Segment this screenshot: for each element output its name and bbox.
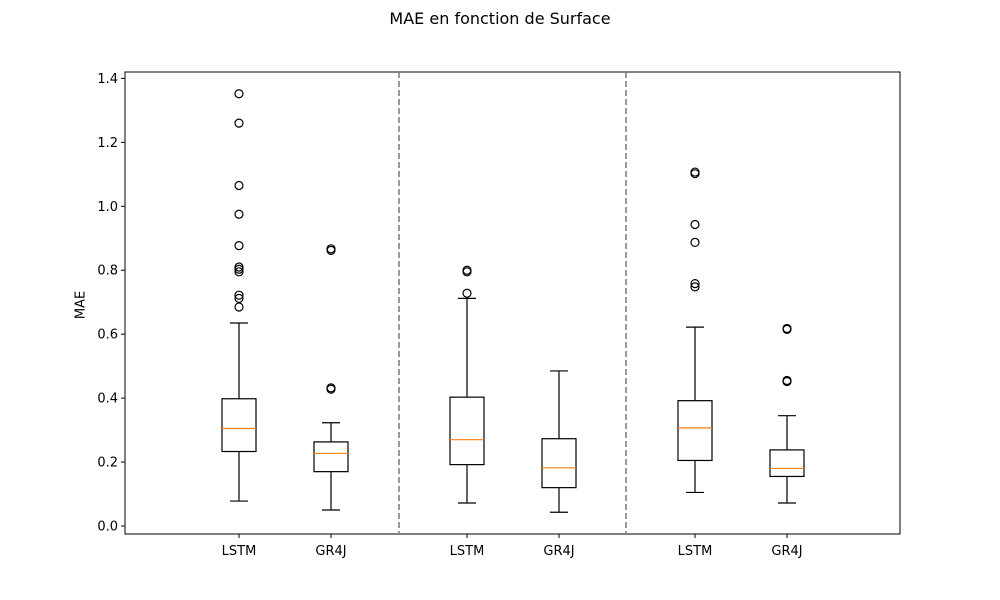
y-tick-label: 0.2: [97, 456, 118, 471]
x-tick-label: LSTM: [678, 544, 713, 559]
y-tick-label: 1.2: [97, 136, 118, 151]
box-lstm: [449, 265, 485, 504]
box-gr4j: [541, 370, 577, 513]
outlier-point: [234, 293, 244, 303]
box-lstm: [221, 89, 257, 502]
box-gr4j: [769, 323, 805, 504]
outlier-point: [462, 288, 472, 298]
outlier-point: [234, 267, 244, 277]
y-tick-label: 0.0: [97, 520, 118, 535]
outlier-point: [234, 241, 244, 251]
iqr-box: [677, 400, 713, 462]
outlier-point: [690, 167, 700, 177]
outlier-point: [234, 89, 244, 99]
outlier-point: [690, 279, 700, 289]
chart-title: MAE en fonction de Surface: [389, 9, 611, 28]
iqr-box: [313, 441, 349, 473]
outlier-point: [782, 375, 792, 386]
outlier-point: [234, 302, 244, 312]
x-tick-label: GR4J: [315, 544, 346, 559]
y-tick-label: 0.4: [97, 392, 118, 407]
y-tick-label: 0.8: [97, 264, 118, 279]
box-gr4j: [313, 244, 349, 511]
outlier-point: [234, 262, 244, 272]
outlier-point: [234, 209, 244, 219]
x-tick-label: LSTM: [222, 544, 257, 559]
outlier-point: [690, 282, 700, 292]
x-tick-label: GR4J: [771, 544, 802, 559]
y-tick-label: 1.4: [97, 72, 118, 87]
outlier-point: [326, 383, 336, 393]
iqr-box: [221, 398, 257, 453]
outlier-point: [234, 118, 244, 128]
iqr-box: [769, 449, 805, 478]
x-tick-label: GR4J: [543, 544, 574, 559]
box-lstm: [677, 167, 713, 494]
outlier-point: [234, 290, 244, 300]
x-tick-label: LSTM: [450, 544, 485, 559]
outlier-point: [462, 265, 472, 275]
y-tick-label: 1.0: [97, 200, 118, 215]
outlier-point: [690, 237, 700, 248]
outlier-point: [690, 219, 700, 230]
iqr-box: [449, 396, 485, 466]
outlier-point: [782, 323, 792, 334]
outlier-point: [234, 180, 244, 191]
plot-frame: [124, 71, 901, 535]
iqr-box: [541, 438, 577, 489]
y-tick-label: 0.6: [97, 328, 118, 343]
outlier-point: [326, 244, 336, 254]
